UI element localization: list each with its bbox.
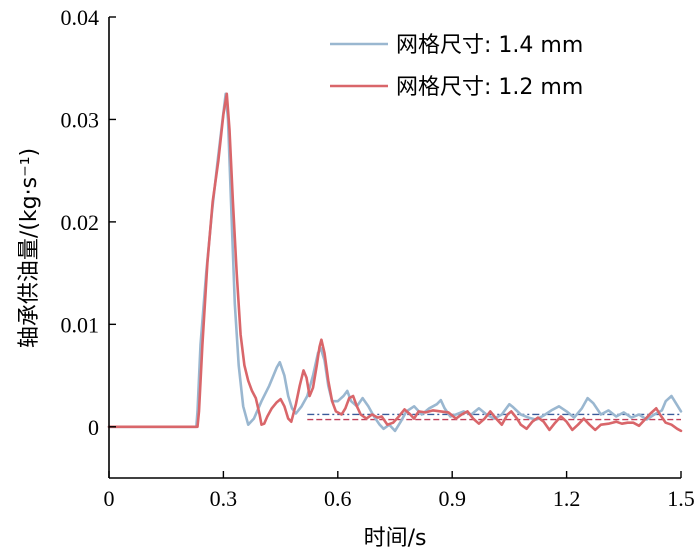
y-tick-label: 0.02 bbox=[61, 210, 100, 235]
x-tick-label: 1.5 bbox=[667, 486, 695, 511]
x-tick-label: 0.3 bbox=[210, 486, 238, 511]
series-layer bbox=[107, 92, 683, 433]
y-tick-label: 0 bbox=[88, 415, 99, 440]
series-line-2 bbox=[107, 92, 683, 433]
y-axis-label: 轴承供油量/(kg·s⁻¹) bbox=[17, 148, 42, 348]
y-tick-label: 0.04 bbox=[61, 5, 100, 30]
x-tick-label: 0.9 bbox=[438, 486, 466, 511]
legend-label: 网格尺寸: 1.4 mm bbox=[396, 33, 583, 58]
y-tick-label: 0.01 bbox=[61, 312, 100, 337]
ticks: 0 0.3 0.6 0.9 1.2 1.5 0 0.01 0.02 0.03 0.04 bbox=[61, 5, 695, 511]
x-axis-label: 时间/s bbox=[364, 526, 427, 551]
series-line-1 bbox=[107, 92, 683, 433]
axes bbox=[108, 17, 681, 479]
legend: 网格尺寸: 1.4 mm 网格尺寸: 1.2 mm bbox=[330, 33, 583, 100]
x-tick-label: 0.6 bbox=[324, 486, 352, 511]
x-tick-label: 0 bbox=[104, 486, 115, 511]
y-tick-label: 0.03 bbox=[61, 107, 100, 132]
x-tick-label: 1.2 bbox=[553, 486, 581, 511]
legend-label: 网格尺寸: 1.2 mm bbox=[396, 75, 583, 100]
